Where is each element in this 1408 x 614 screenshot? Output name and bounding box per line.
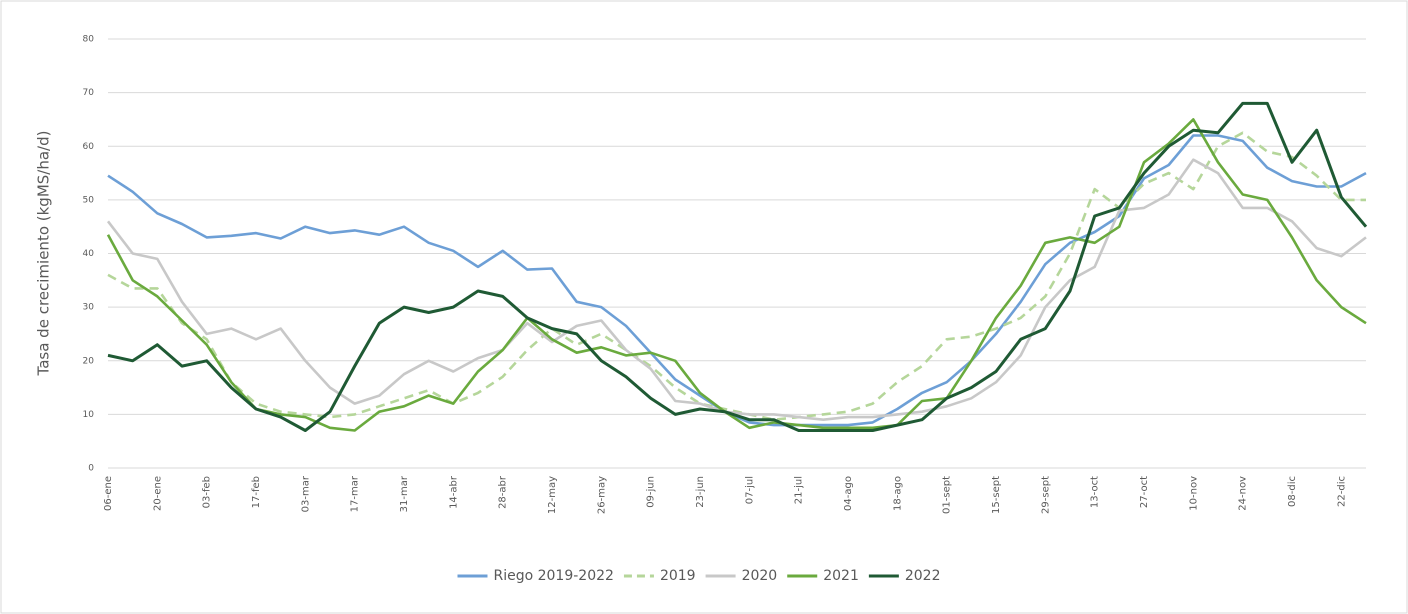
x-tick-label: 24-nov xyxy=(1238,476,1249,511)
legend-label: 2022 xyxy=(905,568,941,584)
x-tick-label: 08-dic xyxy=(1287,476,1298,507)
x-tick-label: 12-may xyxy=(547,476,558,514)
x-tick-label: 27-oct xyxy=(1139,476,1150,508)
x-tick-label: 06-ene xyxy=(103,476,114,511)
x-tick-label: 13-oct xyxy=(1090,476,1101,508)
x-tick-label: 22-dic xyxy=(1336,476,1347,507)
x-tick-label: 10-nov xyxy=(1188,476,1199,511)
x-tick-label: 20-ene xyxy=(152,476,163,511)
y-tick-label: 20 xyxy=(83,356,95,366)
x-tick-label: 04-ago xyxy=(843,476,854,511)
x-tick-label: 21-jul xyxy=(794,476,805,504)
y-tick-label: 70 xyxy=(83,88,95,98)
x-tick-label: 15-sept xyxy=(991,476,1002,514)
x-tick-label: 03-feb xyxy=(202,476,213,508)
x-tick-label: 07-jul xyxy=(744,476,755,504)
y-tick-label: 0 xyxy=(88,464,94,474)
x-tick-label: 18-ago xyxy=(892,476,903,511)
series-line xyxy=(106,158,1367,421)
y-tick-label: 40 xyxy=(83,249,95,259)
y-tick-label: 10 xyxy=(83,410,95,420)
y-tick-label: 30 xyxy=(83,303,95,313)
x-tick-label: 17-mar xyxy=(350,475,361,512)
x-tick-label: 01-sept xyxy=(942,476,953,514)
x-tick-label: 14-abr xyxy=(448,475,459,509)
x-tick-label: 31-mar xyxy=(399,475,410,512)
legend-label: 2021 xyxy=(823,568,859,584)
x-tick-label: 17-feb xyxy=(251,476,262,508)
x-tick-label: 28-abr xyxy=(498,475,509,509)
legend-label: 2020 xyxy=(742,568,778,584)
legend-label: Riego 2019-2022 xyxy=(493,568,613,584)
y-tick-label: 50 xyxy=(83,195,95,205)
x-tick-label: 03-mar xyxy=(300,475,311,512)
x-tick-label: 26-may xyxy=(596,476,607,514)
x-tick-label: 29-sept xyxy=(1040,476,1051,514)
x-tick-label: 09-jun xyxy=(646,476,657,508)
legend-label: 2019 xyxy=(660,568,696,584)
y-tick-label: 60 xyxy=(83,142,95,152)
series-line xyxy=(107,131,1366,421)
y-tick-label: 80 xyxy=(83,35,95,45)
x-tick-label: 23-jun xyxy=(695,476,706,508)
y-axis-label: Tasa de crecimiento (kgMS/ha/d) xyxy=(35,131,53,377)
series-line xyxy=(107,101,1368,432)
